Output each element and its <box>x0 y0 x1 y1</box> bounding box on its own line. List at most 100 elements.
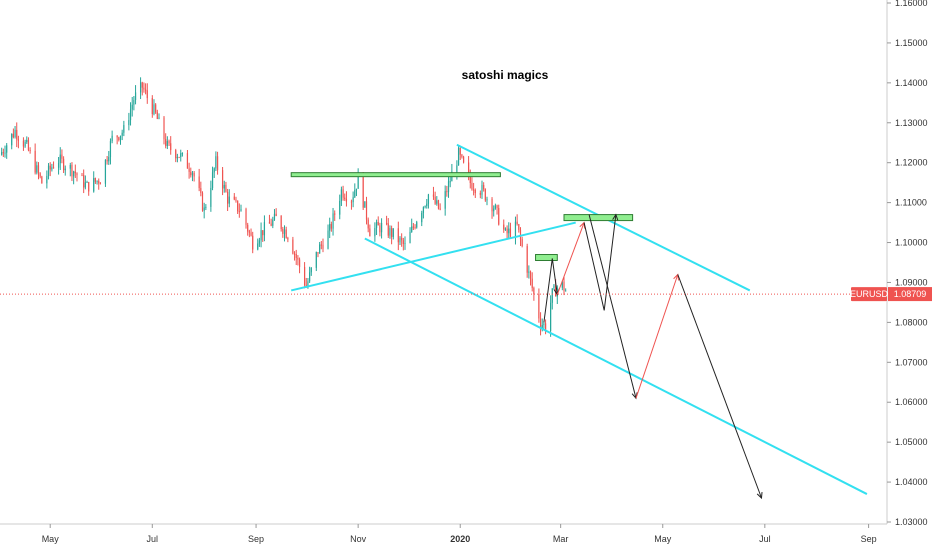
candle-body <box>315 252 317 268</box>
time-tick-label: 2020 <box>450 534 470 544</box>
candle-body <box>434 196 436 204</box>
candle-body <box>128 120 130 126</box>
candle-body <box>354 190 356 198</box>
price-axis[interactable]: 1.03000 1.04000 1.05000 1.06000 1.07000 1.080… <box>887 0 928 527</box>
projection-path <box>588 214 637 399</box>
candle-body <box>223 184 225 189</box>
candle-body <box>84 182 86 188</box>
candle-body <box>377 222 379 226</box>
candle-body <box>34 150 36 173</box>
candle-body <box>496 205 498 208</box>
candle-body <box>41 176 43 184</box>
candle-body <box>414 226 416 228</box>
candle-body <box>17 139 20 141</box>
candle-body <box>379 225 381 233</box>
candle-body <box>344 197 346 200</box>
price-tick-label: 1.03000 <box>895 517 928 527</box>
candle-body <box>481 185 483 195</box>
price-tick-label: 1.16000 <box>895 0 928 8</box>
candle-body <box>437 200 440 209</box>
candle-body <box>98 180 100 184</box>
candle-body <box>280 216 282 229</box>
candle-body <box>436 200 438 204</box>
candle-body <box>273 213 276 220</box>
candle-body <box>106 159 108 162</box>
candle-body <box>88 182 90 192</box>
price-tick-label: 1.09000 <box>895 277 928 287</box>
candle-body <box>176 157 178 159</box>
candle-body <box>544 323 547 331</box>
candle-body <box>260 230 262 241</box>
candle-body <box>357 173 359 189</box>
candle-body <box>143 87 145 90</box>
candle-body <box>539 318 542 328</box>
candle-body <box>151 98 153 115</box>
candle-body <box>46 175 48 184</box>
projection-arrowhead <box>631 392 638 400</box>
candle-body <box>543 323 545 326</box>
price-tick-label: 1.11000 <box>895 198 927 208</box>
candle-body <box>541 325 543 328</box>
candle-body <box>211 172 214 188</box>
candle-body <box>389 228 391 236</box>
candle-body <box>369 228 371 237</box>
candle-body <box>303 266 306 285</box>
candle-body <box>272 219 274 226</box>
candle-body <box>111 135 113 142</box>
candle-body <box>310 267 312 273</box>
candle-body <box>1 152 3 155</box>
candle-body <box>283 229 286 234</box>
candle-body <box>516 221 518 225</box>
candle-body <box>385 222 388 224</box>
candle-body <box>473 189 475 191</box>
candle-body <box>200 188 202 193</box>
candle-body <box>392 228 394 237</box>
projection-path <box>543 258 558 323</box>
candle-body <box>365 201 368 220</box>
projection-arrowhead <box>756 492 763 500</box>
candle-body <box>248 231 250 233</box>
candle-body <box>250 232 252 236</box>
time-tick-label: Mar <box>553 534 569 544</box>
candle-body <box>93 178 95 192</box>
candle-body <box>83 175 85 188</box>
candle-body <box>156 112 158 119</box>
price-tick-label: 1.04000 <box>895 477 928 487</box>
candle-body <box>129 109 132 121</box>
candle-body <box>285 229 287 239</box>
candle-body <box>131 104 133 110</box>
candle-body <box>270 223 272 226</box>
candle-body <box>298 259 301 267</box>
candle-body <box>165 139 167 146</box>
candle-body <box>64 168 66 171</box>
candle-body <box>518 224 520 230</box>
candle-body <box>339 200 341 215</box>
candle-body <box>201 192 204 211</box>
candle-body <box>432 194 435 197</box>
candle-body <box>350 201 353 203</box>
candle-body <box>233 196 235 200</box>
candle-body <box>145 89 147 91</box>
candle-body <box>461 154 463 157</box>
candle-body <box>170 143 172 151</box>
candle-body <box>293 253 296 255</box>
projection-arrowhead <box>673 273 680 281</box>
candle-body <box>61 154 63 159</box>
candle-body <box>116 135 118 138</box>
time-tick-label: Jul <box>147 534 159 544</box>
candle-body <box>362 173 364 208</box>
candle-body <box>287 238 289 240</box>
projection-arrowhead <box>612 213 619 221</box>
time-axis[interactable]: May Jul Sep Nov 2020 Mar May Jul Sep <box>42 524 877 544</box>
candle-body <box>355 188 358 191</box>
candle-body <box>104 159 107 184</box>
candle-body <box>227 191 229 204</box>
candle-body <box>225 184 227 192</box>
candle-body <box>295 254 297 258</box>
candle-body <box>533 288 535 295</box>
candle-body <box>235 199 237 201</box>
candle-body <box>119 135 122 141</box>
projection-path <box>677 274 762 499</box>
candle-body <box>228 196 230 204</box>
time-tick-label: Jul <box>759 534 771 544</box>
